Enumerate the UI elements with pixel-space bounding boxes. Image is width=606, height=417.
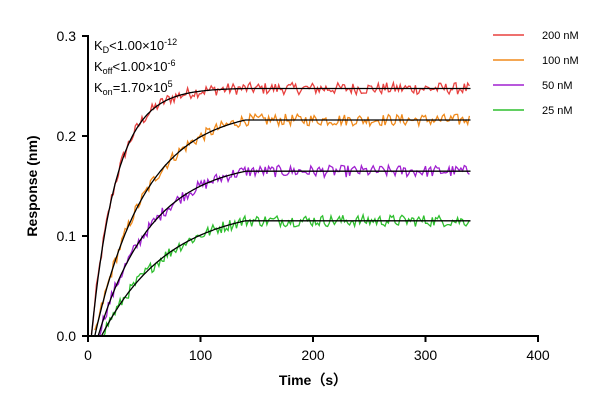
y-axis-label: Response (nm) bbox=[24, 135, 40, 236]
legend-label: 25 nM bbox=[542, 105, 573, 117]
fit-curve-50-nm bbox=[97, 170, 471, 337]
x-axis-label: Time（s） bbox=[279, 372, 347, 388]
y-tick-label: 0.0 bbox=[57, 328, 77, 344]
kinetics-annotation: KD<1.00×10-12 Koff<1.00×10-6 Kon=1.70×10… bbox=[94, 37, 177, 97]
fit-curve-100-nm bbox=[94, 119, 471, 337]
legend: 200 nM 100 nM 50 nM 25 nM bbox=[493, 30, 579, 117]
koff-annotation: Koff<1.00×10-6 bbox=[94, 58, 175, 76]
x-tick-label: 0 bbox=[84, 347, 92, 363]
legend-label: 100 nM bbox=[542, 55, 579, 67]
fit-curve-25-nm bbox=[100, 220, 471, 337]
y-tick-label: 0.1 bbox=[57, 228, 77, 244]
x-tick-label: 200 bbox=[301, 347, 325, 363]
y-tick-label: 0.2 bbox=[57, 128, 77, 144]
fit-curves bbox=[90, 87, 471, 337]
x-tick-label: 300 bbox=[414, 347, 438, 363]
axis-ticks: 0 100 200 300 400 0.0 0.1 0.2 0.3 bbox=[57, 28, 550, 363]
trace-50-nm bbox=[97, 163, 470, 337]
trace-25-nm bbox=[101, 212, 470, 337]
y-tick-label: 0.3 bbox=[57, 28, 77, 44]
legend-label: 200 nM bbox=[542, 30, 579, 42]
x-tick-label: 100 bbox=[189, 347, 213, 363]
kon-annotation: Kon=1.70×105 bbox=[94, 79, 173, 97]
trace-100-nm bbox=[94, 112, 471, 331]
x-tick-label: 400 bbox=[526, 347, 550, 363]
kd-annotation: KD<1.00×10-12 bbox=[94, 37, 177, 55]
fit-curve-200-nm bbox=[90, 87, 471, 337]
legend-label: 50 nM bbox=[542, 80, 573, 92]
